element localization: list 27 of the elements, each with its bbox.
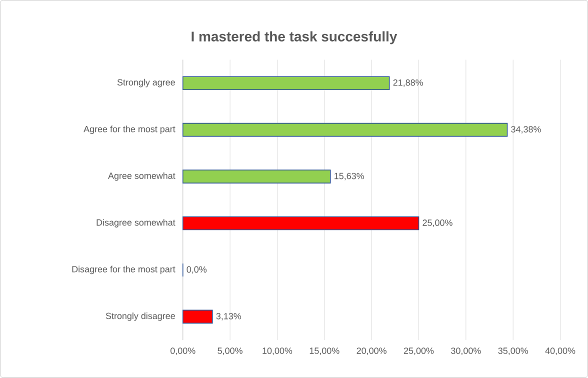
x-tick-label: 25,00% — [404, 348, 434, 356]
x-tick-label: 20,00% — [356, 348, 386, 356]
data-label: 3,13% — [216, 313, 242, 320]
x-tick-label: 40,00% — [545, 348, 576, 356]
x-tick-label: 5,00% — [218, 348, 242, 356]
data-label: 21,88% — [393, 80, 423, 87]
data-label: 34,38% — [511, 126, 541, 134]
bar — [182, 76, 390, 90]
x-tick-label: 15,00% — [310, 348, 340, 356]
bar — [182, 310, 213, 324]
x-tick-label: 30,00% — [451, 348, 481, 356]
data-label: 25,00% — [422, 220, 452, 228]
y-tick-label: Disagree for the most part — [72, 266, 176, 274]
bar — [182, 123, 508, 137]
bar — [182, 216, 420, 230]
bar — [182, 170, 331, 184]
y-tick-label: Disagree somewhat — [96, 219, 176, 228]
y-tick-label: Strongly agree — [117, 79, 175, 88]
x-tick-label: 10,00% — [262, 348, 292, 356]
x-tick-label: 35,00% — [498, 348, 528, 356]
y-tick-label: Agree somewhat — [108, 172, 176, 181]
data-label: 15,63% — [334, 172, 364, 180]
y-tick-label: Agree for the most part — [84, 126, 176, 134]
chart-title: I mastered the task succesfully — [192, 31, 398, 44]
y-tick-label: Strongly disagree — [106, 312, 175, 321]
x-tick-label: 0,00% — [170, 348, 196, 356]
data-label: 0,0% — [186, 266, 207, 274]
